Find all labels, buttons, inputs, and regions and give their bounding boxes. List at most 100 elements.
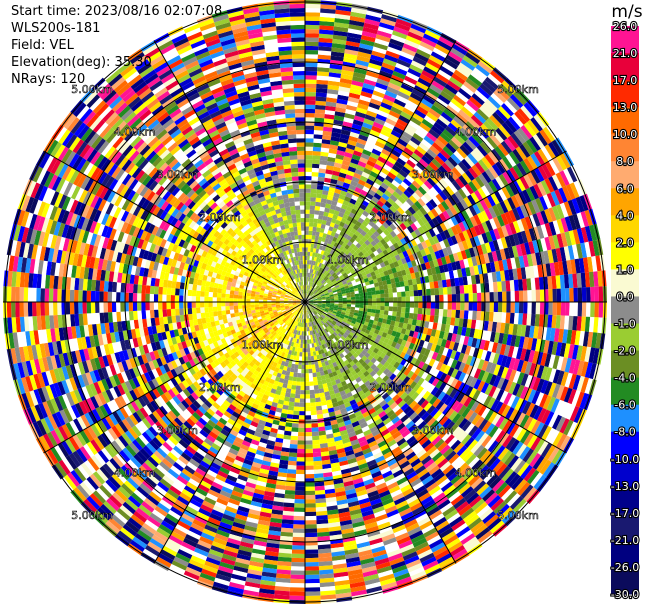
radar-gate [489,133,501,147]
radar-gate [452,252,460,262]
radar-gate [358,179,366,186]
radar-gate [341,278,347,283]
radar-gate [286,473,296,479]
radar-gate [344,287,350,292]
radar-gate [470,114,484,127]
radar-gate [293,524,305,529]
radar-gate [423,151,435,162]
radar-gate [296,453,305,458]
radar-gate [388,110,401,119]
radar-gate [342,297,347,300]
radar-gate [489,218,498,230]
radar-gate [434,250,441,260]
radar-gate [305,260,308,265]
radar-gate [474,176,485,188]
radar-gate [426,295,431,302]
radar-gate [329,295,334,299]
radar-gate [349,254,355,260]
radar-gate [392,272,399,279]
radar-gate [337,90,350,97]
radar-gate [428,274,434,283]
radar-gate [430,295,436,302]
radar-gate [540,210,549,225]
radar-gate [504,138,516,152]
radar-gate [423,115,436,126]
radar-gate [321,298,326,301]
radar-gate [522,278,528,291]
radar-gate [318,388,325,394]
radar-gate [427,58,442,70]
radar-gate [366,203,375,211]
radar-gate [350,180,358,187]
radar-gate [319,25,334,31]
radar-gate [336,150,346,156]
radar-gate [380,167,390,176]
radar-gate [328,291,333,295]
radar-gate [327,253,333,259]
radar-gate [494,146,506,159]
radar-gate [448,270,455,279]
radar-gate [430,267,437,275]
radar-gate [306,293,308,298]
radar-gate [314,113,325,119]
radar-gate [402,107,415,117]
radar-gate [390,106,403,115]
radar-gate [294,494,305,500]
radar-gate [423,180,433,190]
radar-gate [305,155,313,160]
radar-gate [375,273,381,279]
radar-gate [442,264,449,273]
radar-gate [350,158,360,165]
radar-gate [299,406,305,412]
radar-gate [548,159,560,175]
radar-gate [314,290,319,295]
radar-gate [349,277,355,282]
radar-gate [421,138,432,149]
radar-gate [320,258,324,264]
radar-gate [458,221,467,232]
radar-gate [363,167,372,175]
radar-gate [510,195,520,208]
radar-gate [565,302,570,316]
radar-gate [316,294,321,297]
radar-gate [367,276,373,282]
radar-gate [316,409,323,415]
radar-gate [371,148,382,157]
radar-gate [363,266,369,272]
radar-gate [445,104,459,116]
radar-gate [448,183,458,194]
radar-gate [468,135,480,148]
radar-gate [418,158,429,168]
radar-gate [356,262,362,268]
radar-gate [318,168,326,174]
radar-gate [305,234,309,240]
radar-gate [367,295,373,299]
radar-gate [309,300,314,302]
radar-gate [364,163,374,171]
radar-gate [324,293,329,296]
radar-gate [361,271,367,277]
radar-gate [430,252,437,261]
radar-gate [379,289,385,295]
radar-gate [352,119,364,127]
radar-gate [316,88,328,94]
radar-gate [424,261,431,270]
radar-gate [296,465,305,470]
radar-gate [318,50,332,56]
radar-gate [309,291,313,296]
radar-gate [305,92,316,97]
radar-gate [370,287,376,292]
radar-gate [371,305,377,310]
radar-gate [332,256,338,262]
radar-gate [547,249,554,264]
radar-gate [492,204,501,217]
radar-gate [410,168,421,178]
radar-gate [334,252,340,258]
radar-gate [327,230,333,236]
radar-gate [324,260,329,266]
radar-gate [354,146,364,153]
radar-gate [329,222,336,228]
radar-gate [313,142,322,148]
radar-gate [398,275,404,282]
radar-gate [440,111,453,123]
